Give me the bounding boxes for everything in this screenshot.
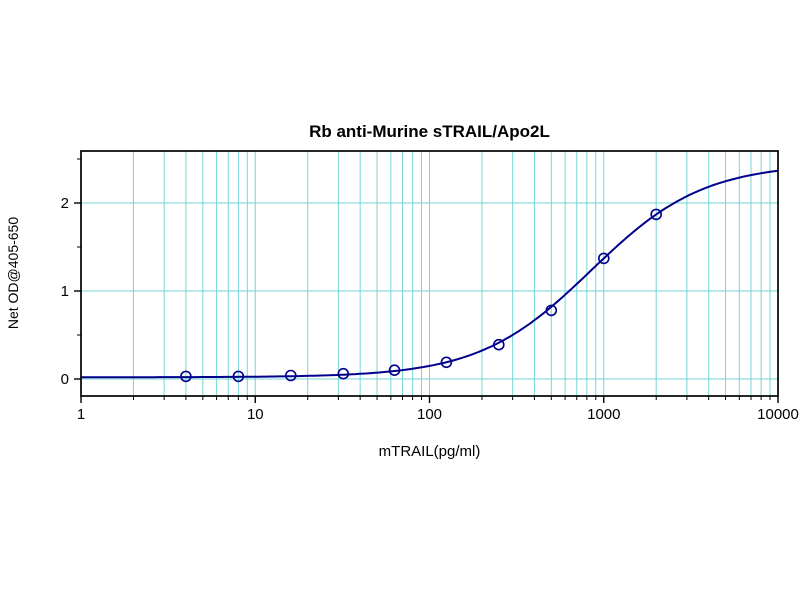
y-tick-label: 0 bbox=[61, 371, 69, 388]
data-point bbox=[650, 208, 663, 221]
x-tick-label: 10000 bbox=[757, 406, 799, 423]
fit-curve bbox=[81, 169, 779, 379]
y-tick-label: 1 bbox=[61, 283, 69, 300]
data-point bbox=[232, 370, 245, 383]
x-tick-label: 10 bbox=[247, 406, 264, 423]
data-point bbox=[337, 367, 350, 380]
data-point bbox=[284, 369, 297, 382]
y-tick-label: 2 bbox=[61, 195, 69, 212]
x-tick-label: 1000 bbox=[587, 406, 620, 423]
data-point bbox=[388, 364, 401, 377]
data-point bbox=[545, 304, 558, 317]
x-tick-label: 100 bbox=[417, 406, 442, 423]
data-point bbox=[440, 356, 453, 369]
data-point bbox=[597, 252, 610, 265]
y-axis-label: Net OD@405-650 bbox=[5, 216, 21, 330]
x-axis-label: mTRAIL(pg/ml) bbox=[378, 443, 481, 460]
x-tick-label: 1 bbox=[77, 406, 85, 423]
chart-title: Rb anti-Murine sTRAIL/Apo2L bbox=[309, 122, 550, 141]
data-point bbox=[180, 370, 192, 383]
data-point bbox=[492, 338, 505, 351]
